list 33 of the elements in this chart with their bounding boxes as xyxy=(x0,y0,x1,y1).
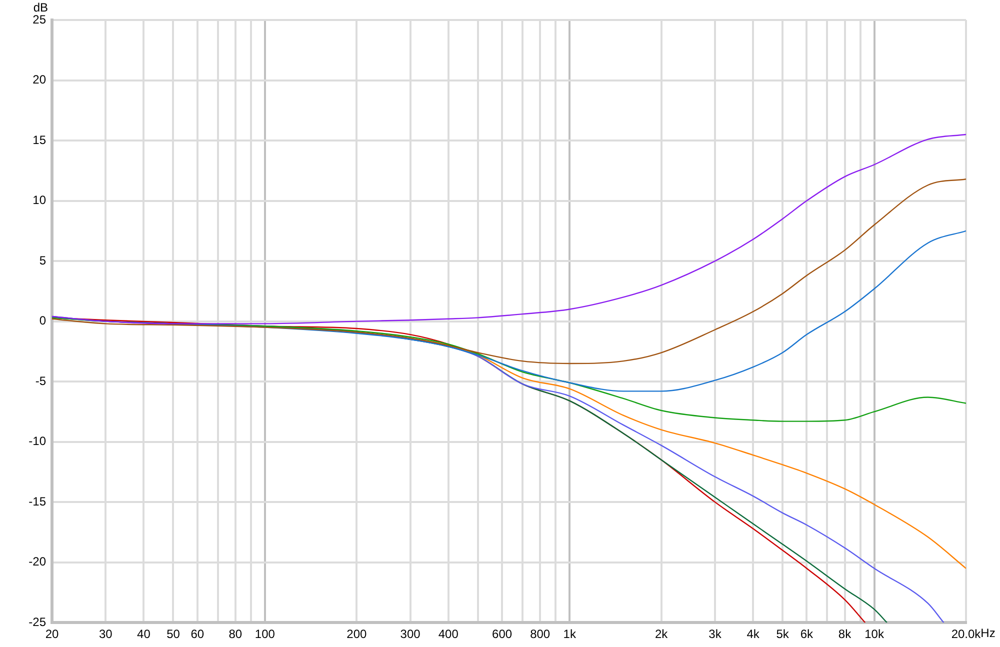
x-axis-title: Hz xyxy=(980,626,996,640)
x-tick-label: 50 xyxy=(166,627,180,642)
x-tick-label: 100 xyxy=(254,627,276,642)
y-tick-label: 20 xyxy=(32,72,46,87)
x-tick-label: 600 xyxy=(492,627,512,642)
x-tick-label: 800 xyxy=(530,627,550,642)
x-tick-label: 1k xyxy=(563,627,577,642)
x-tick-label: 400 xyxy=(438,627,459,642)
y-tick-label: -25 xyxy=(28,614,46,629)
y-tick-label: 5 xyxy=(39,253,46,268)
x-tick-label: 300 xyxy=(400,627,421,642)
y-tick-label: 15 xyxy=(32,132,46,147)
x-tick-label: 40 xyxy=(137,627,151,642)
x-tick-label: 6k xyxy=(800,627,814,642)
y-tick-label: -20 xyxy=(28,554,46,569)
y-tick-label: 25 xyxy=(32,12,46,26)
x-tick-label: 10k xyxy=(864,627,885,642)
x-tick-label: 30 xyxy=(98,627,113,642)
y-tick-label: 10 xyxy=(32,193,46,208)
x-tick-label: 200 xyxy=(346,627,367,642)
y-tick-label: -15 xyxy=(28,494,46,508)
y-tick-label: -10 xyxy=(28,434,46,448)
y-tick-label: -5 xyxy=(35,374,46,388)
y-axis-title: dB xyxy=(33,0,48,14)
x-tick-label: 20.0k xyxy=(951,627,982,642)
x-tick-label: 80 xyxy=(228,627,242,642)
y-tick-label: 0 xyxy=(39,314,46,328)
x-tick-label: 60 xyxy=(190,627,204,642)
x-tick-label: 2k xyxy=(654,627,669,642)
x-tick-label: 8k xyxy=(838,627,852,642)
x-tick-label: 5k xyxy=(776,627,790,642)
x-tick-label: 4k xyxy=(746,627,760,642)
x-tick-label: 3k xyxy=(708,627,722,642)
